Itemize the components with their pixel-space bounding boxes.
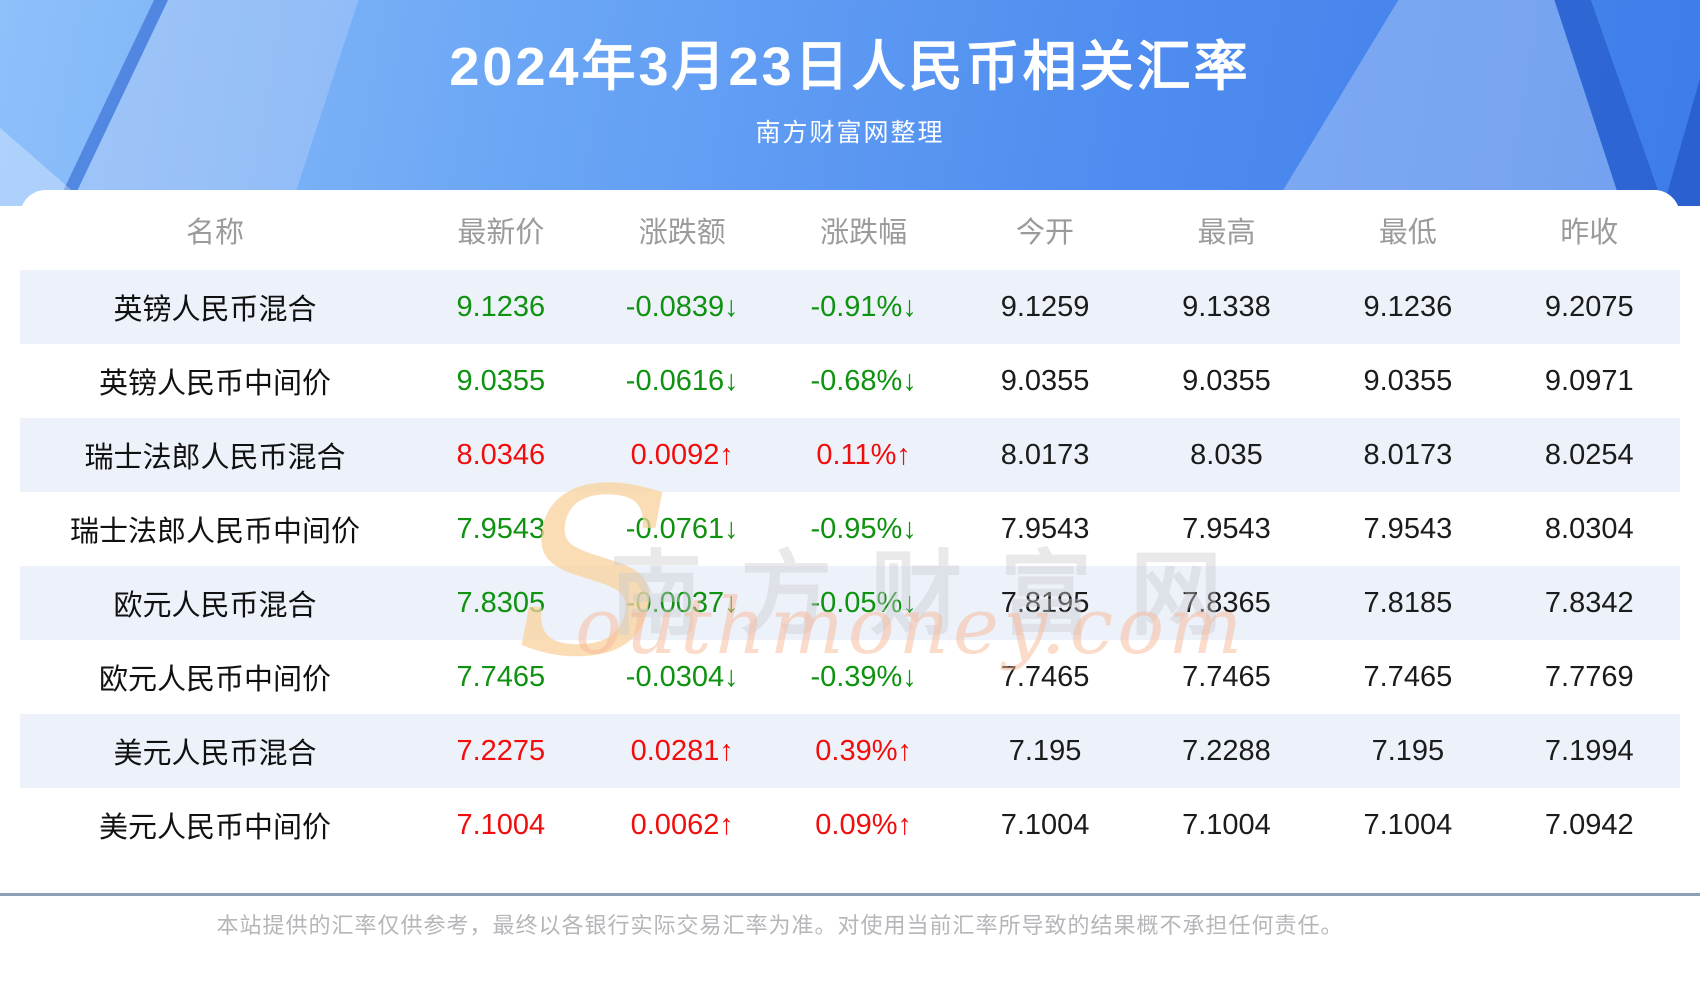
cell-latest: 9.0355 <box>456 364 546 397</box>
cell-prev_close: 9.2075 <box>1498 270 1680 344</box>
column-header-4: 今开 <box>954 190 1136 270</box>
cell-low: 7.9543 <box>1363 512 1453 545</box>
column-header-3: 涨跌幅 <box>772 190 955 270</box>
cell-open: 9.0355 <box>1000 364 1090 397</box>
cell-open: 7.1004 <box>1000 808 1090 841</box>
cell-change_pct: 0.09%↑ <box>815 808 912 841</box>
column-header-2: 涨跌额 <box>591 190 773 270</box>
cell-change: 0.0092↑ <box>591 418 773 492</box>
cell-name: 瑞士法郎人民币混合 <box>20 418 411 492</box>
cell-change_pct: 0.11%↑ <box>772 418 955 492</box>
table-row: 美元人民币中间价 7.1004 0.0062↑ 0.09%↑ 7.1004 7.1004 7… <box>20 788 1680 845</box>
cell-change_pct: -0.39%↓ <box>810 660 917 693</box>
cell-prev_close: 7.0942 <box>1544 808 1634 841</box>
cell-change: -0.0037↓ <box>591 566 773 640</box>
cell-low: 7.7465 <box>1363 660 1453 693</box>
cell-name: 英镑人民币混合 <box>20 270 411 344</box>
cell-low: 7.8185 <box>1317 566 1499 640</box>
cell-name: 美元人民币中间价 <box>99 812 332 844</box>
table-header-row: 名称 最新价 涨跌额 涨跌幅 今开 最高 最低 昨收 <box>20 190 1680 270</box>
cell-high: 7.8365 <box>1135 566 1318 640</box>
disclaimer-text: 本站提供的汇率仅供参考，最终以各银行实际交易汇率为准。对使用当前汇率所导致的结果… <box>216 913 1344 938</box>
column-header-7: 昨收 <box>1498 190 1680 270</box>
cell-latest: 7.7465 <box>456 660 546 693</box>
column-header-0: 名称 <box>20 190 411 270</box>
cell-open: 7.7465 <box>1000 660 1090 693</box>
cell-change: -0.0616↓ <box>625 364 739 397</box>
cell-prev_close: 8.0304 <box>1544 512 1634 545</box>
cell-name: 欧元人民币混合 <box>20 566 411 640</box>
cell-high: 9.0355 <box>1182 364 1271 397</box>
footer-divider <box>0 893 1700 896</box>
cell-change_pct: -0.95%↓ <box>810 512 917 545</box>
cell-latest: 7.9543 <box>456 512 546 545</box>
cell-low: 7.195 <box>1317 714 1499 788</box>
cell-change: 0.0281↑ <box>591 714 773 788</box>
cell-change: -0.0839↓ <box>591 270 773 344</box>
table-row: 瑞士法郎人民币中间价 7.9543 -0.0761↓ -0.95%↓ 7.9543 7.9… <box>20 492 1680 566</box>
page-subtitle: 南方财富网整理 <box>755 119 945 147</box>
cell-change: 0.0062↑ <box>630 808 734 841</box>
hero-banner: 2024年3月23日人民币相关汇率 南方财富网整理 <box>0 0 1700 206</box>
rates-table-card: 名称 最新价 涨跌额 涨跌幅 今开 最高 最低 昨收 英镑人民币混合 9.1236 -0.0839… <box>20 190 1680 844</box>
cell-open: 9.1259 <box>954 270 1136 344</box>
cell-change_pct: 0.39%↑ <box>772 714 955 788</box>
page-title: 2024年3月23日人民币相关汇率 <box>449 37 1251 97</box>
cell-high: 8.035 <box>1135 418 1318 492</box>
column-header-5: 最高 <box>1135 190 1318 270</box>
cell-low: 7.1004 <box>1363 808 1453 841</box>
cell-open: 8.0173 <box>954 418 1136 492</box>
table-row: 欧元人民币中间价 7.7465 -0.0304↓ -0.39%↓ 7.7465 7.746… <box>20 640 1680 714</box>
cell-latest: 7.2275 <box>410 714 592 788</box>
table-row: 英镑人民币中间价 9.0355 -0.0616↓ -0.68%↓ 9.0355 9.035… <box>20 344 1680 418</box>
cell-high: 9.1338 <box>1135 270 1318 344</box>
cell-latest: 8.0346 <box>410 418 592 492</box>
column-header-6: 最低 <box>1317 190 1499 270</box>
cell-name: 美元人民币混合 <box>20 714 411 788</box>
cell-latest: 7.8305 <box>410 566 592 640</box>
cell-high: 7.7465 <box>1182 660 1271 693</box>
cell-prev_close: 8.0254 <box>1498 418 1680 492</box>
cell-prev_close: 9.0971 <box>1544 364 1634 397</box>
cell-low: 9.1236 <box>1317 270 1499 344</box>
cell-high: 7.2288 <box>1135 714 1318 788</box>
cell-open: 7.8195 <box>954 566 1136 640</box>
cell-latest: 9.1236 <box>410 270 592 344</box>
table-row: 美元人民币混合 7.2275 0.0281↑ 0.39%↑ 7.195 7.2288 7.1… <box>20 714 1680 788</box>
cell-name: 欧元人民币中间价 <box>99 664 332 696</box>
cell-prev_close: 7.7769 <box>1544 660 1634 693</box>
cell-prev_close: 7.1994 <box>1498 714 1680 788</box>
cell-open: 7.195 <box>954 714 1136 788</box>
cell-open: 7.9543 <box>1000 512 1090 545</box>
cell-change_pct: -0.05%↓ <box>772 566 955 640</box>
cell-name: 英镑人民币中间价 <box>99 368 332 400</box>
cell-high: 7.1004 <box>1182 808 1271 841</box>
cell-low: 8.0173 <box>1317 418 1499 492</box>
cell-change_pct: -0.91%↓ <box>772 270 955 344</box>
cell-prev_close: 7.8342 <box>1498 566 1680 640</box>
cell-low: 9.0355 <box>1363 364 1453 397</box>
cell-name: 瑞士法郎人民币中间价 <box>70 516 361 548</box>
cell-change: -0.0761↓ <box>625 512 739 545</box>
cell-latest: 7.1004 <box>456 808 546 841</box>
table-row: 瑞士法郎人民币混合 8.0346 0.0092↑ 0.11%↑ 8.0173 8.035 8… <box>20 418 1680 492</box>
cell-change_pct: -0.68%↓ <box>810 364 917 397</box>
table-row: 英镑人民币混合 9.1236 -0.0839↓ -0.91%↓ 9.1259 9.1338… <box>20 270 1680 344</box>
table-row: 欧元人民币混合 7.8305 -0.0037↓ -0.05%↓ 7.8195 7.8365… <box>20 566 1680 640</box>
column-header-1: 最新价 <box>410 190 592 270</box>
cell-high: 7.9543 <box>1182 512 1271 545</box>
cell-change: -0.0304↓ <box>625 660 739 693</box>
rates-table: 名称 最新价 涨跌额 涨跌幅 今开 最高 最低 昨收 英镑人民币混合 9.1236 -0.0839… <box>20 190 1680 844</box>
